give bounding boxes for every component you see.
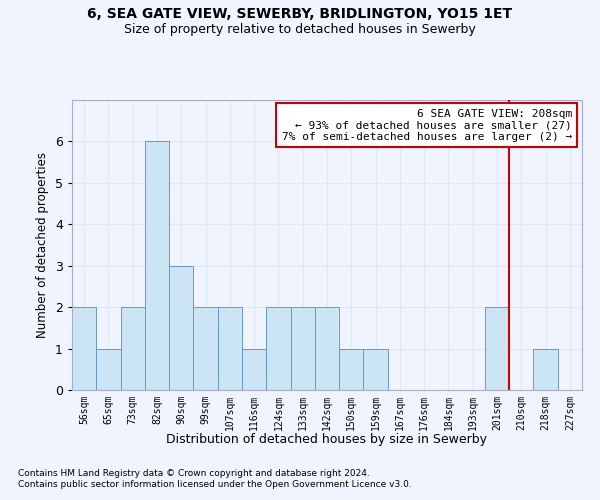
Text: Contains public sector information licensed under the Open Government Licence v3: Contains public sector information licen… [18,480,412,489]
Bar [193,307,218,390]
Bar [364,348,388,390]
Bar [315,307,339,390]
Bar [339,348,364,390]
Text: Size of property relative to detached houses in Sewerby: Size of property relative to detached ho… [124,22,476,36]
Bar [145,142,169,390]
Bar [290,307,315,390]
Bar [169,266,193,390]
Text: 6 SEA GATE VIEW: 208sqm
← 93% of detached houses are smaller (27)
7% of semi-det: 6 SEA GATE VIEW: 208sqm ← 93% of detache… [281,108,572,142]
Text: Distribution of detached houses by size in Sewerby: Distribution of detached houses by size … [167,432,487,446]
Bar [242,348,266,390]
Bar [72,307,96,390]
Bar [266,307,290,390]
Bar [218,307,242,390]
Bar [533,348,558,390]
Bar [96,348,121,390]
Text: 6, SEA GATE VIEW, SEWERBY, BRIDLINGTON, YO15 1ET: 6, SEA GATE VIEW, SEWERBY, BRIDLINGTON, … [88,8,512,22]
Text: Contains HM Land Registry data © Crown copyright and database right 2024.: Contains HM Land Registry data © Crown c… [18,468,370,477]
Bar [121,307,145,390]
Y-axis label: Number of detached properties: Number of detached properties [37,152,49,338]
Bar [485,307,509,390]
